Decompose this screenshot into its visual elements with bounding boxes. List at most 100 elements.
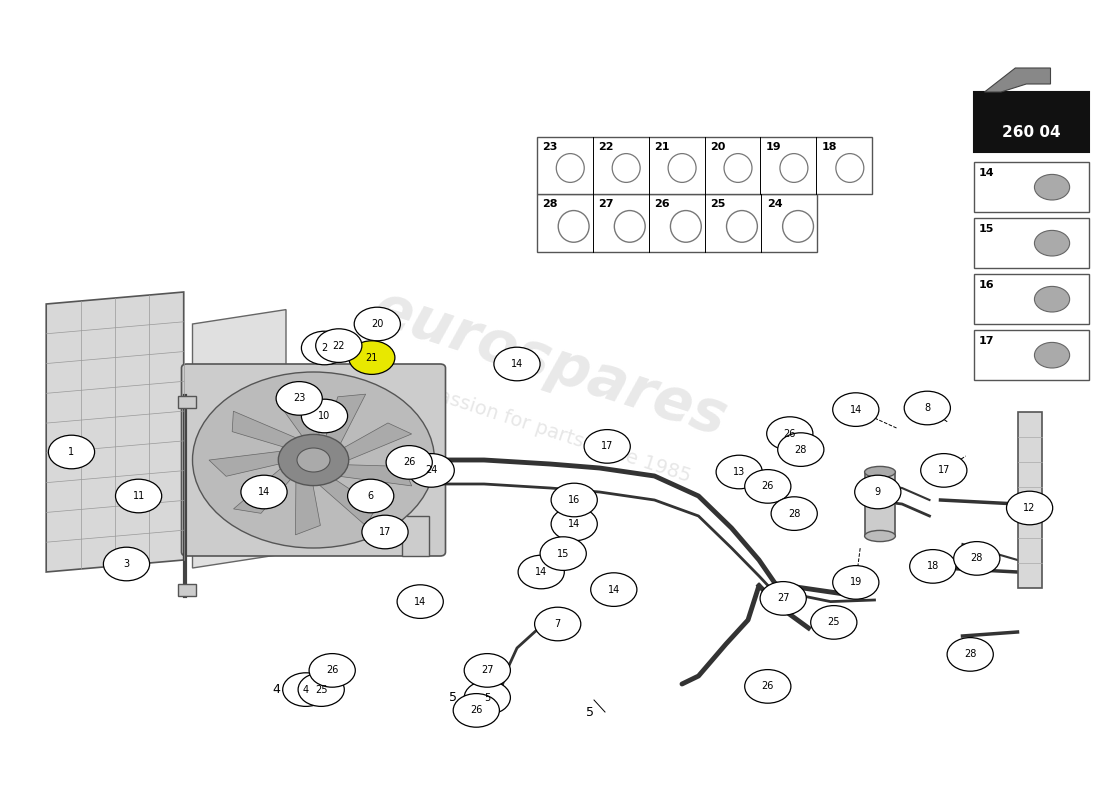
Circle shape xyxy=(354,307,400,341)
Ellipse shape xyxy=(865,466,895,478)
Text: 26: 26 xyxy=(403,458,416,467)
Text: 27: 27 xyxy=(598,199,614,210)
Text: 15: 15 xyxy=(557,549,570,558)
Circle shape xyxy=(947,638,993,671)
Circle shape xyxy=(760,582,806,615)
Circle shape xyxy=(716,455,762,489)
Circle shape xyxy=(408,454,454,487)
Text: 14: 14 xyxy=(510,359,524,369)
Text: 20: 20 xyxy=(371,319,384,329)
Text: 27: 27 xyxy=(777,594,790,603)
Circle shape xyxy=(1006,491,1053,525)
Circle shape xyxy=(591,573,637,606)
Circle shape xyxy=(397,585,443,618)
Circle shape xyxy=(745,670,791,703)
Bar xyxy=(537,194,817,252)
Text: 9: 9 xyxy=(874,487,881,497)
Polygon shape xyxy=(46,292,184,572)
Circle shape xyxy=(551,507,597,541)
Text: 28: 28 xyxy=(970,554,983,563)
Text: 25: 25 xyxy=(711,199,726,210)
Text: 19: 19 xyxy=(766,142,782,152)
Text: 26: 26 xyxy=(654,199,670,210)
Text: 14: 14 xyxy=(568,519,581,529)
Text: 17: 17 xyxy=(378,527,392,537)
Text: 17: 17 xyxy=(937,466,950,475)
Text: 22: 22 xyxy=(332,341,345,350)
Text: 28: 28 xyxy=(964,650,977,659)
Polygon shape xyxy=(178,584,196,596)
Polygon shape xyxy=(341,465,411,486)
Text: 28: 28 xyxy=(542,199,558,210)
Text: a passion for parts since 1985: a passion for parts since 1985 xyxy=(407,378,693,486)
Text: 25: 25 xyxy=(827,618,840,627)
Text: 13: 13 xyxy=(733,467,746,477)
Circle shape xyxy=(1034,342,1069,368)
Circle shape xyxy=(1034,230,1069,256)
Polygon shape xyxy=(233,469,292,514)
Bar xyxy=(974,162,1089,212)
Text: 25: 25 xyxy=(315,685,328,694)
Text: 26: 26 xyxy=(761,482,774,491)
Text: 2: 2 xyxy=(321,343,328,353)
Text: 4: 4 xyxy=(273,683,280,696)
Circle shape xyxy=(276,382,322,415)
Circle shape xyxy=(48,435,95,469)
Text: 26: 26 xyxy=(470,706,483,715)
Text: 18: 18 xyxy=(926,562,939,571)
Circle shape xyxy=(1034,286,1069,312)
Circle shape xyxy=(348,479,394,513)
Text: 260 04: 260 04 xyxy=(1002,126,1060,140)
Polygon shape xyxy=(390,428,429,556)
Circle shape xyxy=(910,550,956,583)
Text: 19: 19 xyxy=(849,578,862,587)
Circle shape xyxy=(778,433,824,466)
Text: 23: 23 xyxy=(293,394,306,403)
Circle shape xyxy=(116,479,162,513)
Circle shape xyxy=(192,372,434,548)
Circle shape xyxy=(904,391,950,425)
Text: 16: 16 xyxy=(979,280,994,290)
Text: 14: 14 xyxy=(535,567,548,577)
Circle shape xyxy=(1034,174,1069,200)
Text: 17: 17 xyxy=(601,442,614,451)
Circle shape xyxy=(833,566,879,599)
Polygon shape xyxy=(209,451,280,476)
Text: 26: 26 xyxy=(761,682,774,691)
Bar xyxy=(1018,412,1042,588)
Text: 23: 23 xyxy=(542,142,558,152)
Circle shape xyxy=(855,475,901,509)
Circle shape xyxy=(386,446,432,479)
Text: 11: 11 xyxy=(132,491,145,501)
Circle shape xyxy=(298,673,344,706)
Text: 21: 21 xyxy=(654,142,670,152)
Circle shape xyxy=(767,417,813,450)
Circle shape xyxy=(540,537,586,570)
Circle shape xyxy=(954,542,1000,575)
Text: 8: 8 xyxy=(924,403,931,413)
Text: 17: 17 xyxy=(979,336,994,346)
Text: eurospares: eurospares xyxy=(365,280,735,448)
Circle shape xyxy=(464,654,510,687)
Circle shape xyxy=(584,430,630,463)
Circle shape xyxy=(309,654,355,687)
Polygon shape xyxy=(232,411,296,447)
Polygon shape xyxy=(178,396,196,408)
Bar xyxy=(537,137,872,194)
Text: 14: 14 xyxy=(414,597,427,606)
Circle shape xyxy=(494,347,540,381)
Text: 7: 7 xyxy=(554,619,561,629)
Text: 15: 15 xyxy=(979,224,994,234)
Circle shape xyxy=(278,434,349,486)
Text: 5: 5 xyxy=(449,691,456,704)
Text: 26: 26 xyxy=(783,429,796,438)
Text: 18: 18 xyxy=(822,142,837,152)
Polygon shape xyxy=(320,478,376,526)
Circle shape xyxy=(241,475,287,509)
Circle shape xyxy=(921,454,967,487)
Polygon shape xyxy=(276,385,320,438)
Text: 28: 28 xyxy=(794,445,807,454)
Text: 27: 27 xyxy=(481,666,494,675)
Text: 12: 12 xyxy=(1023,503,1036,513)
Circle shape xyxy=(103,547,150,581)
